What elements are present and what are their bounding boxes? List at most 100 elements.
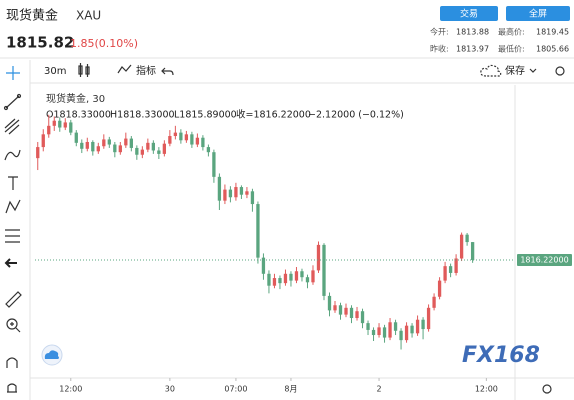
candle-body [272,278,277,286]
candle-body [96,146,100,152]
candle-body [162,143,167,154]
trade-button-label[interactable]: 交易 [460,8,478,20]
candle-body [201,137,205,148]
ohlc-legend-item: L1815.89000 [174,110,237,121]
candle-body [278,278,282,284]
candle-body [52,120,56,126]
axis-settings-icon[interactable] [542,384,552,394]
candle-body [41,134,45,148]
candle-body [217,176,222,201]
candle-body [239,187,244,195]
candle-body [80,142,84,149]
candle-body [168,136,172,144]
candle-body [102,139,106,147]
stat-label: 今开: [430,27,449,37]
x-tick-label: 8月 [284,385,297,394]
candle-body [344,307,348,315]
candle-body [74,132,78,143]
candle-body [250,191,255,205]
candle-body [300,271,304,278]
candle-body [437,280,442,297]
candle-body [459,234,464,259]
indicator-icon[interactable] [117,64,132,74]
candle-body [294,271,299,281]
candle-body [135,147,139,155]
candle-body [377,327,381,336]
candle-body [327,295,332,311]
interval-button[interactable]: 30m [44,66,66,77]
candle-body [47,125,51,135]
candle-body [173,132,178,137]
candle-body [410,325,414,334]
candle-body [311,270,315,283]
candle-body [267,273,271,286]
ohlc-legend: O1818.33000 H1818.33000 L1815.89000 收=1816.… [46,109,404,121]
candle-body [371,329,376,336]
ohlc-legend-item: O1818.33000 [46,110,111,121]
candle-body [305,277,310,283]
ohlc-legend-item: H1818.33000 [110,110,175,121]
candle-body [322,244,326,296]
cloud-icon[interactable] [480,64,502,77]
candle-body [184,134,189,141]
candle-body [107,139,111,145]
stat-value: 1805.66 [536,45,569,54]
candle-body [206,147,211,153]
candle-body [454,258,458,273]
candle-body [432,296,436,308]
fullscreen-button[interactable] [506,6,570,21]
candle-body [289,273,293,281]
candle-body [338,305,343,315]
candle-body [195,137,200,145]
candle-body [443,266,447,281]
save-dropdown[interactable] [529,68,537,73]
trade-button[interactable] [440,6,498,21]
settings-icon[interactable] [555,66,565,76]
x-tick-label: 12:00 [475,385,498,394]
candle-body [470,242,475,261]
candle-body [448,266,453,273]
candle-body [146,142,150,150]
asset-name: 现货黄金 [6,8,58,24]
stat-value: 1819.45 [536,28,569,37]
x-tick-label: 2 [376,385,381,394]
save-button[interactable]: 保存 [505,64,525,77]
current-price: 1815.82 [6,34,74,52]
x-tick-label: 07:00 [224,385,247,394]
last-price-badge [517,254,572,267]
candle-body [179,132,183,141]
candle-body [91,141,95,152]
candle-body [118,145,122,153]
candle-body [58,120,62,128]
indicator-button[interactable]: 指标 [136,64,156,77]
candle-body [157,150,161,154]
candle-body [245,191,249,195]
candle-body [388,322,392,338]
candle-body [69,122,73,133]
candle-body [140,149,144,155]
candle-body [465,234,469,243]
tool-icons[interactable] [3,66,22,393]
price-change: 1.85(0.10%) [70,37,138,50]
plot: 12:00 30 07:00 8月 2 12:00 1816.22000 [35,114,572,394]
stat-value: 1813.88 [456,28,489,37]
candle-body [190,134,194,145]
candle-body [382,327,387,338]
candle-body [261,257,266,274]
chart-title: 现货黄金, 30 [46,92,105,105]
candle-body [393,322,398,331]
candle-body [63,122,67,128]
candle-body [316,244,321,271]
candle-body [212,152,216,177]
ohlc-legend-item: 收=1816.22000 [236,109,311,121]
undo-icon[interactable] [161,67,174,76]
fullscreen-button-label[interactable]: 全屏 [529,8,547,20]
candle-body [399,330,403,341]
stat-label: 昨收: [430,44,449,54]
candle-body [228,189,233,198]
cloud-badge-icon[interactable] [44,350,59,359]
last-price-label: 1816.22000 [520,256,568,265]
candle-body [404,325,409,341]
candle-type-icon[interactable] [78,63,90,77]
